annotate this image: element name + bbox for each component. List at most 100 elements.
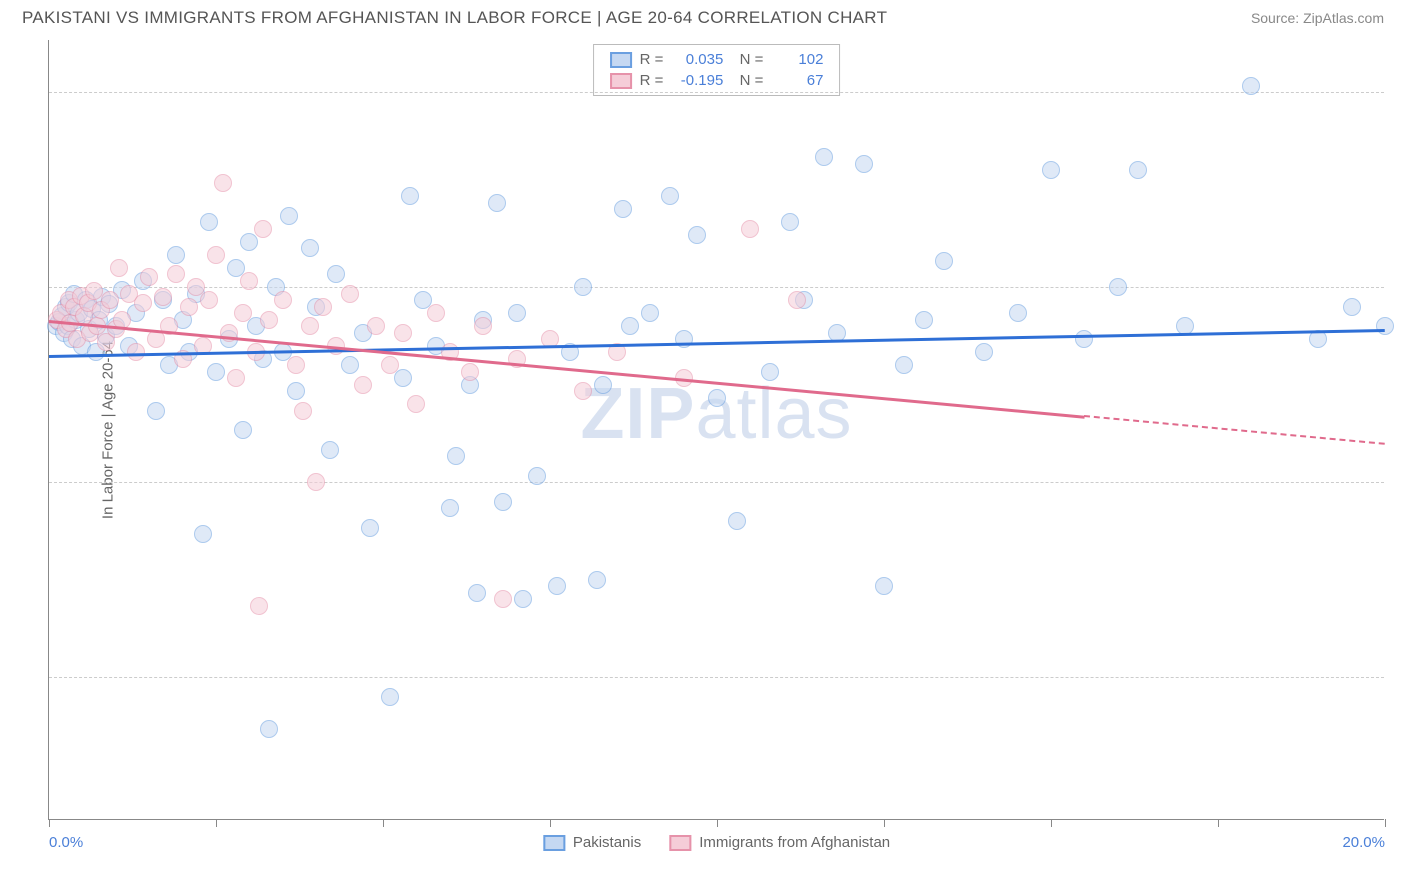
- data-point: [781, 213, 799, 231]
- data-point: [935, 252, 953, 270]
- series-legend: Pakistanis Immigrants from Afghanistan: [543, 834, 890, 851]
- data-point: [254, 220, 272, 238]
- data-point: [110, 259, 128, 277]
- data-point: [441, 499, 459, 517]
- x-tick: [1385, 819, 1386, 827]
- data-point: [207, 363, 225, 381]
- data-point: [287, 382, 305, 400]
- data-point: [528, 467, 546, 485]
- data-point: [621, 317, 639, 335]
- data-point: [250, 597, 268, 615]
- data-point: [381, 688, 399, 706]
- data-point: [468, 584, 486, 602]
- x-tick: [550, 819, 551, 827]
- data-point: [494, 590, 512, 608]
- stat-r-label: R =: [640, 51, 664, 68]
- data-point: [574, 382, 592, 400]
- data-point: [508, 304, 526, 322]
- stat-n-value: 67: [771, 72, 823, 89]
- legend-label: Pakistanis: [573, 834, 641, 851]
- data-point: [427, 304, 445, 322]
- legend-swatch: [610, 73, 632, 89]
- gridline: [49, 482, 1384, 483]
- x-tick-label: 0.0%: [49, 834, 83, 851]
- data-point: [407, 395, 425, 413]
- data-point: [675, 330, 693, 348]
- stat-n-label: N =: [731, 51, 763, 68]
- legend-swatch: [669, 835, 691, 851]
- legend-item: Pakistanis: [543, 834, 641, 851]
- correlation-chart: In Labor Force | Age 20-64 ZIPatlas R = 0…: [48, 40, 1384, 820]
- data-point: [367, 317, 385, 335]
- data-point: [488, 194, 506, 212]
- x-tick: [49, 819, 50, 827]
- data-point: [641, 304, 659, 322]
- data-point: [200, 291, 218, 309]
- gridline: [49, 677, 1384, 678]
- stat-r-value: -0.195: [671, 72, 723, 89]
- data-point: [140, 268, 158, 286]
- data-point: [180, 298, 198, 316]
- x-tick: [884, 819, 885, 827]
- data-point: [147, 402, 165, 420]
- data-point: [394, 369, 412, 387]
- data-point: [855, 155, 873, 173]
- data-point: [214, 174, 232, 192]
- data-point: [301, 239, 319, 257]
- data-point: [1343, 298, 1361, 316]
- data-point: [294, 402, 312, 420]
- y-axis-label: In Labor Force | Age 20-64: [100, 340, 117, 518]
- data-point: [447, 447, 465, 465]
- data-point: [788, 291, 806, 309]
- data-point: [287, 356, 305, 374]
- data-point: [1242, 77, 1260, 95]
- x-tick: [1051, 819, 1052, 827]
- data-point: [688, 226, 706, 244]
- legend-stat-row: R =0.035 N =102: [610, 49, 824, 70]
- source-label: Source: ZipAtlas.com: [1251, 10, 1384, 26]
- data-point: [474, 317, 492, 335]
- stat-r-value: 0.035: [671, 51, 723, 68]
- data-point: [728, 512, 746, 530]
- data-point: [200, 213, 218, 231]
- legend-label: Immigrants from Afghanistan: [699, 834, 890, 851]
- x-tick: [717, 819, 718, 827]
- data-point: [341, 285, 359, 303]
- data-point: [167, 265, 185, 283]
- data-point: [240, 233, 258, 251]
- data-point: [1376, 317, 1394, 335]
- data-point: [234, 421, 252, 439]
- data-point: [494, 493, 512, 511]
- data-point: [594, 376, 612, 394]
- data-point: [661, 187, 679, 205]
- data-point: [301, 317, 319, 335]
- data-point: [461, 363, 479, 381]
- x-tick-label: 20.0%: [1342, 834, 1385, 851]
- data-point: [394, 324, 412, 342]
- data-point: [548, 577, 566, 595]
- data-point: [815, 148, 833, 166]
- legend-stat-row: R =-0.195 N =67: [610, 70, 824, 91]
- x-tick: [216, 819, 217, 827]
- stats-legend: R =0.035 N =102R =-0.195 N =67: [593, 44, 841, 96]
- data-point: [101, 291, 119, 309]
- data-point: [227, 369, 245, 387]
- data-point: [167, 246, 185, 264]
- data-point: [341, 356, 359, 374]
- data-point: [514, 590, 532, 608]
- data-point: [307, 473, 325, 491]
- watermark: ZIPatlas: [580, 373, 852, 455]
- data-point: [361, 519, 379, 537]
- data-point: [614, 200, 632, 218]
- data-point: [381, 356, 399, 374]
- data-point: [327, 265, 345, 283]
- stat-r-label: R =: [640, 72, 664, 89]
- data-point: [1129, 161, 1147, 179]
- data-point: [875, 577, 893, 595]
- data-point: [207, 246, 225, 264]
- legend-swatch: [610, 52, 632, 68]
- data-point: [588, 571, 606, 589]
- trend-line: [1084, 415, 1385, 445]
- x-tick: [383, 819, 384, 827]
- data-point: [1042, 161, 1060, 179]
